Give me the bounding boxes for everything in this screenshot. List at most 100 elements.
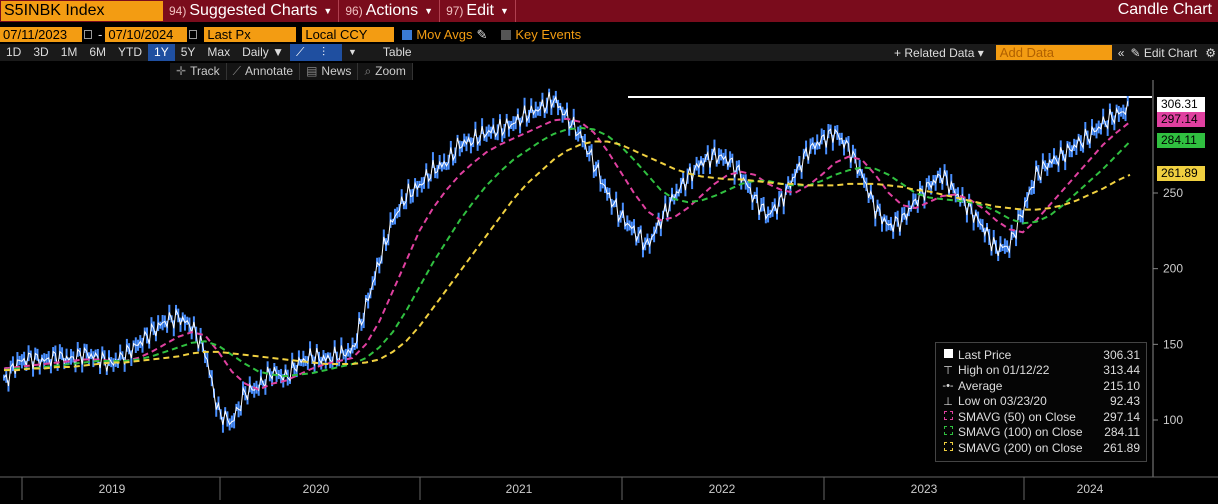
- zoom-icon: ⌕: [364, 64, 372, 78]
- right-toolbar: + Related Data ▾ Add Data « ✎ Edit Chart…: [894, 44, 1218, 61]
- menu-number: 96): [345, 4, 363, 18]
- track-tool[interactable]: ✛ Track: [170, 63, 227, 80]
- chart-tools: ✛ Track ⟋ Annotate ▤ News ⌕ Zoom: [170, 63, 413, 80]
- title-bar: S5INBK Index 94) Suggested Charts ▼ 96) Act…: [0, 0, 1218, 22]
- last-price-tag: 306.31: [1157, 97, 1205, 112]
- date-separator: -: [98, 27, 103, 42]
- zoom-tool[interactable]: ⌕ Zoom: [358, 63, 413, 80]
- sma50-swatch-icon: [942, 410, 954, 423]
- legend-value: 284.11: [1104, 425, 1140, 440]
- edit-menu[interactable]: 97) Edit ▼: [440, 0, 516, 22]
- collapse-icon[interactable]: «: [1117, 45, 1125, 60]
- related-data-label: + Related Data: [894, 45, 975, 60]
- menu-number: 97): [446, 4, 464, 18]
- caret-down-icon: ▼: [424, 6, 434, 16]
- mov-avgs-checkbox[interactable]: [402, 29, 413, 40]
- x-tick-label: 2024: [1077, 482, 1104, 496]
- field-selector[interactable]: Last Px: [204, 27, 297, 42]
- date-controls: 07/11/2023 - 07/10/2024 Last Px Local CC…: [0, 26, 1218, 43]
- legend-label: SMAVG (200) on Close: [958, 440, 1083, 455]
- candle-chart-icon[interactable]: ⫶: [315, 44, 342, 61]
- legend-value: 215.10: [1103, 378, 1140, 393]
- suggested-charts-menu[interactable]: 94) Suggested Charts ▼: [163, 0, 340, 22]
- tool-label: News: [321, 64, 352, 78]
- sma100-tag: 284.11: [1157, 133, 1205, 148]
- legend-row: SMAVG (100) on Close 284.11: [942, 425, 1140, 441]
- period-max[interactable]: Max: [207, 45, 231, 59]
- period-6m[interactable]: 6M: [89, 45, 107, 59]
- chart-type-label: Candle Chart: [1117, 1, 1212, 18]
- period-3d[interactable]: 3D: [33, 45, 49, 59]
- x-tick-label: 2021: [506, 482, 533, 496]
- period-1y[interactable]: 1Y: [148, 44, 175, 61]
- line-chart-icon[interactable]: ⟋: [289, 44, 316, 61]
- menu-number: 94): [169, 4, 187, 18]
- news-icon: ▤: [306, 64, 318, 78]
- ticker-field[interactable]: S5INBK Index: [1, 1, 163, 21]
- period-1m[interactable]: 1M: [60, 45, 78, 59]
- annotate-tool[interactable]: ⟋ Annotate: [227, 63, 301, 80]
- period-toolbar: 1D 3D 1M 6M YTD 1Y 5Y Max Daily ▼ ⟋ ⫶ ▼ …: [0, 44, 1218, 61]
- period-1d[interactable]: 1D: [6, 45, 22, 59]
- white-square-icon: [942, 348, 954, 361]
- legend-value: 297.14: [1103, 409, 1140, 424]
- calendar-icon[interactable]: [84, 30, 92, 39]
- menu-label: Actions: [365, 2, 419, 19]
- news-tool[interactable]: ▤ News: [300, 63, 359, 80]
- legend-value: 261.89: [1103, 440, 1140, 455]
- tool-label: Track: [190, 64, 220, 78]
- tool-label: Annotate: [245, 64, 294, 78]
- legend-row: ⊥ Low on 03/23/20 92.43: [942, 394, 1140, 410]
- period-ytd[interactable]: YTD: [118, 45, 143, 59]
- x-tick-label: 2019: [99, 482, 126, 496]
- menu-label: Suggested Charts: [189, 2, 318, 19]
- table-button[interactable]: Table: [382, 45, 412, 59]
- frequency-label: Daily: [242, 45, 269, 59]
- chart-style-dropdown[interactable]: ▼: [347, 47, 357, 57]
- legend-label: Average: [958, 378, 1003, 393]
- y-tick-label: 250: [1163, 186, 1183, 200]
- legend-row: ⊤ High on 01/12/22 313.44: [942, 363, 1140, 379]
- sma200-swatch-icon: [942, 441, 954, 454]
- key-events-checkbox[interactable]: [501, 29, 512, 40]
- legend-label: Low on 03/23/20: [958, 394, 1047, 409]
- sma100-swatch-icon: [942, 426, 954, 438]
- price-chart[interactable]: 100 150 200 250 2019 2020 2021 2022 2023 2024: [0, 80, 1218, 504]
- sma100-line: [3, 126, 1131, 378]
- actions-menu[interactable]: 96) Actions ▼: [339, 0, 441, 22]
- legend-row: SMAVG (50) on Close 297.14: [942, 409, 1140, 425]
- sma50-tag: 297.14: [1157, 112, 1205, 127]
- high-marker-icon: ⊤: [943, 364, 953, 377]
- period-5y[interactable]: 5Y: [180, 45, 196, 59]
- gear-icon[interactable]: ⚙: [1205, 45, 1216, 60]
- annotate-icon: ⟋: [232, 64, 242, 78]
- legend-row: Last Price 306.31: [942, 347, 1140, 363]
- y-tick-label: 100: [1163, 413, 1183, 427]
- end-date-field[interactable]: 07/10/2024: [105, 27, 188, 42]
- x-tick-label: 2023: [911, 482, 938, 496]
- pencil-icon[interactable]: ✎: [476, 26, 488, 42]
- related-data-button[interactable]: + Related Data ▾: [894, 45, 984, 60]
- menu-label: Edit: [466, 2, 494, 19]
- legend-row: -•- Average 215.10: [942, 378, 1140, 394]
- y-tick-label: 200: [1163, 262, 1183, 276]
- currency-selector[interactable]: Local CCY: [302, 27, 395, 42]
- y-tick-label: 150: [1163, 337, 1183, 351]
- legend-value: 313.44: [1103, 363, 1140, 378]
- start-date-field[interactable]: 07/11/2023: [0, 27, 82, 42]
- calendar-icon[interactable]: [189, 30, 198, 39]
- edit-chart-button[interactable]: ✎ Edit Chart: [1130, 45, 1198, 60]
- mov-avgs-label: Mov Avgs: [416, 27, 473, 42]
- caret-down-icon: ▼: [500, 6, 509, 16]
- legend-label: SMAVG (50) on Close: [958, 409, 1076, 424]
- chart-legend: Last Price 306.31 ⊤ High on 01/12/22 313.44…: [935, 342, 1147, 462]
- legend-row: SMAVG (200) on Close 261.89: [942, 440, 1140, 456]
- sma200-line: [4, 140, 1131, 372]
- sma50-line: [3, 117, 1131, 391]
- x-tick-label: 2020: [303, 482, 330, 496]
- tool-label: Zoom: [375, 64, 406, 78]
- add-data-input[interactable]: Add Data: [995, 45, 1112, 60]
- legend-label: Last Price: [958, 347, 1012, 362]
- frequency-selector[interactable]: Daily ▼: [242, 45, 284, 59]
- legend-label: SMAVG (100) on Close: [958, 425, 1083, 440]
